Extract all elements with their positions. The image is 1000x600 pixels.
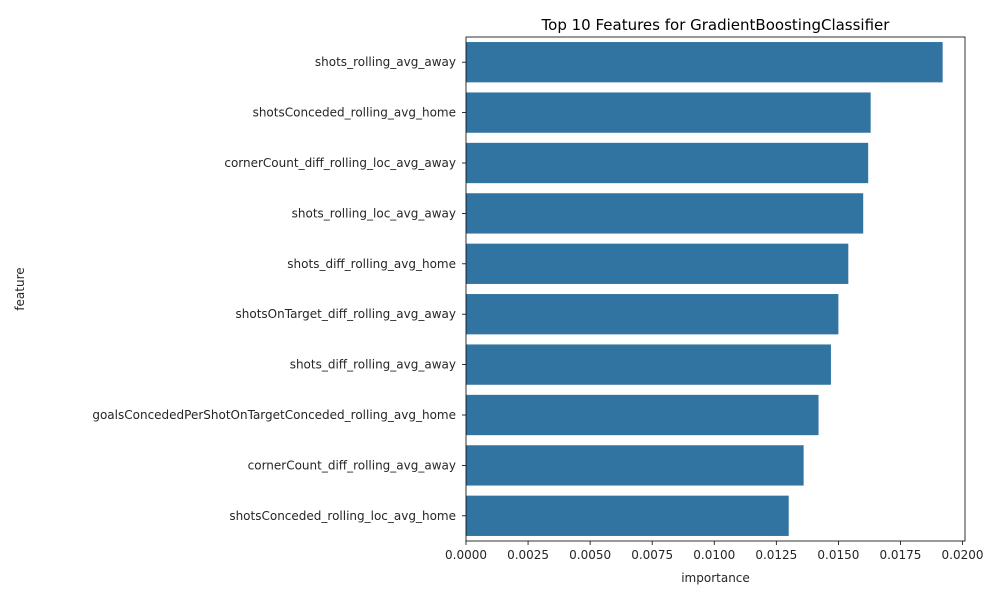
- bar-shots_rolling_loc_avg_away: [466, 193, 864, 234]
- y-tick-label: goalsConcededPerShotOnTargetConceded_rol…: [92, 408, 456, 422]
- x-tick-label: 0.0175: [879, 548, 921, 562]
- plot-frame: [465, 36, 966, 542]
- y-tick-label: shotsOnTarget_diff_rolling_avg_away: [236, 307, 456, 321]
- y-tick-label: shots_diff_rolling_avg_away: [290, 358, 456, 372]
- bar-cornerCount_diff_rolling_avg_away: [466, 445, 804, 486]
- x-axis-ticks: 0.0000 0.0025 0.0050 0.0075 0.0100 0.0125 0.01…: [445, 541, 984, 562]
- chart-title: Top 10 Features for GradientBoostingClas…: [541, 16, 891, 34]
- y-tick-label: shotsConceded_rolling_loc_avg_home: [229, 509, 456, 523]
- x-tick-label: 0.0075: [631, 548, 673, 562]
- bar-shots_rolling_avg_away: [466, 42, 943, 83]
- bar-cornerCount_diff_rolling_loc_avg_away: [466, 142, 869, 184]
- x-tick-label: 0.0100: [693, 548, 735, 562]
- bar-shotsConceded_rolling_loc_avg_home: [466, 495, 789, 536]
- x-tick-label: 0.0000: [445, 548, 487, 562]
- x-tick-label: 0.0150: [817, 548, 859, 562]
- bar-shots_diff_rolling_avg_home: [466, 243, 849, 284]
- y-tick-label: shots_rolling_avg_away: [315, 55, 456, 69]
- y-axis-ticks: shots_rolling_avg_away shotsConceded_roll…: [92, 55, 466, 523]
- x-tick-label: 0.0200: [942, 548, 984, 562]
- bar-shotsConceded_rolling_avg_home: [466, 92, 871, 133]
- bar-goalsConcededPerShotOnTargetConceded_rolling_avg_home: [466, 394, 819, 436]
- x-tick-label: 0.0125: [755, 548, 797, 562]
- x-tick-label: 0.0050: [569, 548, 611, 562]
- y-tick-label: shotsConceded_rolling_avg_home: [253, 106, 456, 120]
- y-axis-title: feature: [13, 267, 27, 310]
- y-tick-label: cornerCount_diff_rolling_loc_avg_away: [224, 156, 456, 170]
- y-tick-label: cornerCount_diff_rolling_avg_away: [248, 458, 456, 472]
- bars-group: [466, 42, 943, 536]
- bar-shots_diff_rolling_avg_away: [466, 344, 831, 385]
- x-axis-title: importance: [681, 571, 750, 585]
- y-tick-label: shots_diff_rolling_avg_home: [287, 257, 456, 271]
- bar-shotsOnTarget_diff_rolling_avg_away: [466, 294, 839, 335]
- x-tick-label: 0.0025: [507, 548, 549, 562]
- y-tick-label: shots_rolling_loc_avg_away: [292, 206, 456, 220]
